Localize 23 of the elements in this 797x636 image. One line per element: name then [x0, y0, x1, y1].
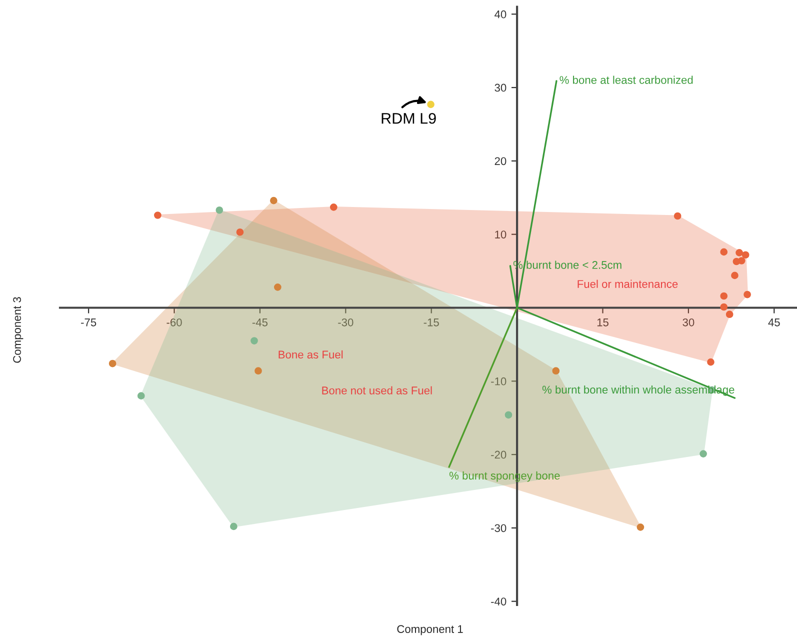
- annotation: Bone as Fuel: [278, 350, 343, 359]
- y-tick-label: -20: [491, 450, 506, 459]
- annotation: Fuel or maintenance: [578, 280, 678, 288]
- y-tick-label: -30: [491, 524, 506, 532]
- y-tick-label: 40: [494, 10, 506, 18]
- y-axis-title: Component 3: [13, 297, 24, 363]
- y-tick-label: 10: [495, 230, 506, 238]
- annotation: RDM L9: [382, 112, 436, 124]
- y-tick-label: -40: [491, 598, 506, 606]
- x-tick-label: -15: [424, 318, 439, 326]
- y-tick-label: 20: [494, 157, 506, 166]
- x-tick-label: 30: [682, 318, 694, 326]
- series-label: % bone at least carbonized: [560, 76, 693, 84]
- x-tick-label: 45: [768, 318, 780, 326]
- x-tick-label: -30: [338, 318, 354, 326]
- y-tick-label: -10: [491, 377, 506, 386]
- x-tick-label: -60: [166, 318, 182, 326]
- x-tick-label: 15: [597, 318, 608, 326]
- x-axis-title: Component 1: [397, 625, 463, 636]
- annotation: Bone not used as Fuel: [322, 386, 432, 394]
- x-tick-label: -45: [252, 318, 268, 326]
- x-tick-label: -75: [81, 318, 96, 326]
- y-tick-label: 30: [494, 84, 506, 92]
